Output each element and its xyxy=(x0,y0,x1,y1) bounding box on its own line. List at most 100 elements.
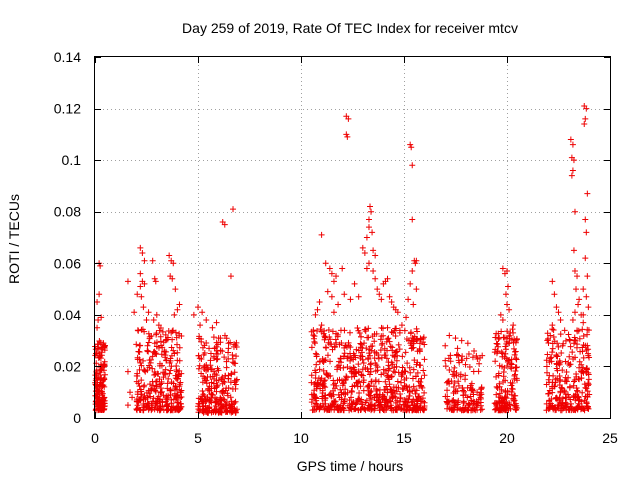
data-point xyxy=(166,252,173,259)
data-point xyxy=(412,373,419,380)
data-point xyxy=(374,286,381,293)
data-point xyxy=(356,390,363,397)
data-point xyxy=(502,407,509,414)
data-point xyxy=(569,349,576,356)
data-point xyxy=(229,386,236,393)
data-point xyxy=(337,386,344,393)
data-point xyxy=(379,340,386,347)
x-tick-label: 25 xyxy=(602,430,618,446)
data-point xyxy=(393,325,400,332)
data-point xyxy=(344,355,351,362)
data-point xyxy=(380,332,387,339)
data-point xyxy=(165,375,172,382)
data-point xyxy=(460,398,467,405)
data-point xyxy=(213,388,220,395)
data-point xyxy=(347,296,354,303)
data-point xyxy=(585,371,592,378)
data-point xyxy=(356,329,363,336)
data-point xyxy=(411,357,418,364)
data-point xyxy=(172,375,179,382)
data-point xyxy=(177,388,184,395)
data-point xyxy=(502,346,509,353)
data-point xyxy=(367,395,374,402)
data-point xyxy=(99,402,106,409)
data-point xyxy=(363,265,370,272)
data-point xyxy=(308,344,315,351)
data-point xyxy=(394,397,401,404)
data-point xyxy=(190,311,197,318)
data-point xyxy=(206,345,213,352)
data-point xyxy=(225,340,232,347)
data-point xyxy=(372,275,379,282)
data-point xyxy=(442,342,449,349)
data-point xyxy=(350,364,357,371)
data-point xyxy=(386,376,393,383)
data-point xyxy=(560,404,567,411)
data-point xyxy=(562,337,569,344)
data-point xyxy=(476,360,483,367)
data-point xyxy=(352,370,359,377)
data-point xyxy=(225,375,232,382)
data-point xyxy=(580,319,587,326)
data-point xyxy=(584,190,591,197)
data-point xyxy=(223,385,230,392)
data-point xyxy=(173,334,180,341)
data-point xyxy=(566,336,573,343)
data-point xyxy=(510,322,517,329)
data-point xyxy=(398,370,405,377)
data-point xyxy=(496,398,503,405)
data-point xyxy=(366,346,373,353)
data-point xyxy=(156,362,163,369)
data-point xyxy=(576,358,583,365)
data-point xyxy=(211,371,218,378)
data-point xyxy=(326,404,333,411)
data-point xyxy=(496,380,503,387)
data-point xyxy=(335,362,342,369)
data-point xyxy=(136,349,143,356)
data-point xyxy=(451,404,458,411)
data-point xyxy=(340,364,347,371)
data-point xyxy=(383,355,390,362)
data-point xyxy=(556,399,563,406)
data-point xyxy=(326,334,333,341)
data-point xyxy=(156,381,163,388)
data-point xyxy=(205,385,212,392)
data-point xyxy=(412,260,419,267)
data-point xyxy=(582,393,589,400)
data-point xyxy=(127,389,134,396)
data-point xyxy=(353,379,360,386)
data-point xyxy=(376,391,383,398)
data-point xyxy=(575,301,582,308)
data-point xyxy=(95,345,102,352)
data-point xyxy=(468,407,475,414)
data-point xyxy=(134,370,141,377)
data-point xyxy=(138,326,145,333)
data-point xyxy=(349,400,356,407)
data-point xyxy=(504,301,510,308)
data-point xyxy=(94,381,101,388)
data-point xyxy=(198,336,205,343)
data-point xyxy=(198,355,205,362)
data-point xyxy=(413,361,420,368)
data-point xyxy=(382,378,389,385)
data-point xyxy=(367,361,374,368)
data-point xyxy=(141,382,148,389)
data-point xyxy=(347,350,354,357)
data-point xyxy=(167,407,174,414)
data-point xyxy=(210,334,217,341)
data-point xyxy=(584,388,591,395)
data-point xyxy=(469,354,476,361)
data-point xyxy=(131,309,138,316)
data-point xyxy=(543,363,550,370)
data-point xyxy=(170,347,177,354)
data-point xyxy=(359,356,366,363)
data-point xyxy=(173,405,180,412)
data-point xyxy=(151,372,158,379)
data-point xyxy=(158,388,165,395)
data-point xyxy=(98,389,105,396)
data-point xyxy=(340,407,347,414)
data-point xyxy=(150,317,157,324)
data-point xyxy=(399,353,406,360)
data-point xyxy=(135,380,142,387)
data-point xyxy=(312,369,319,376)
